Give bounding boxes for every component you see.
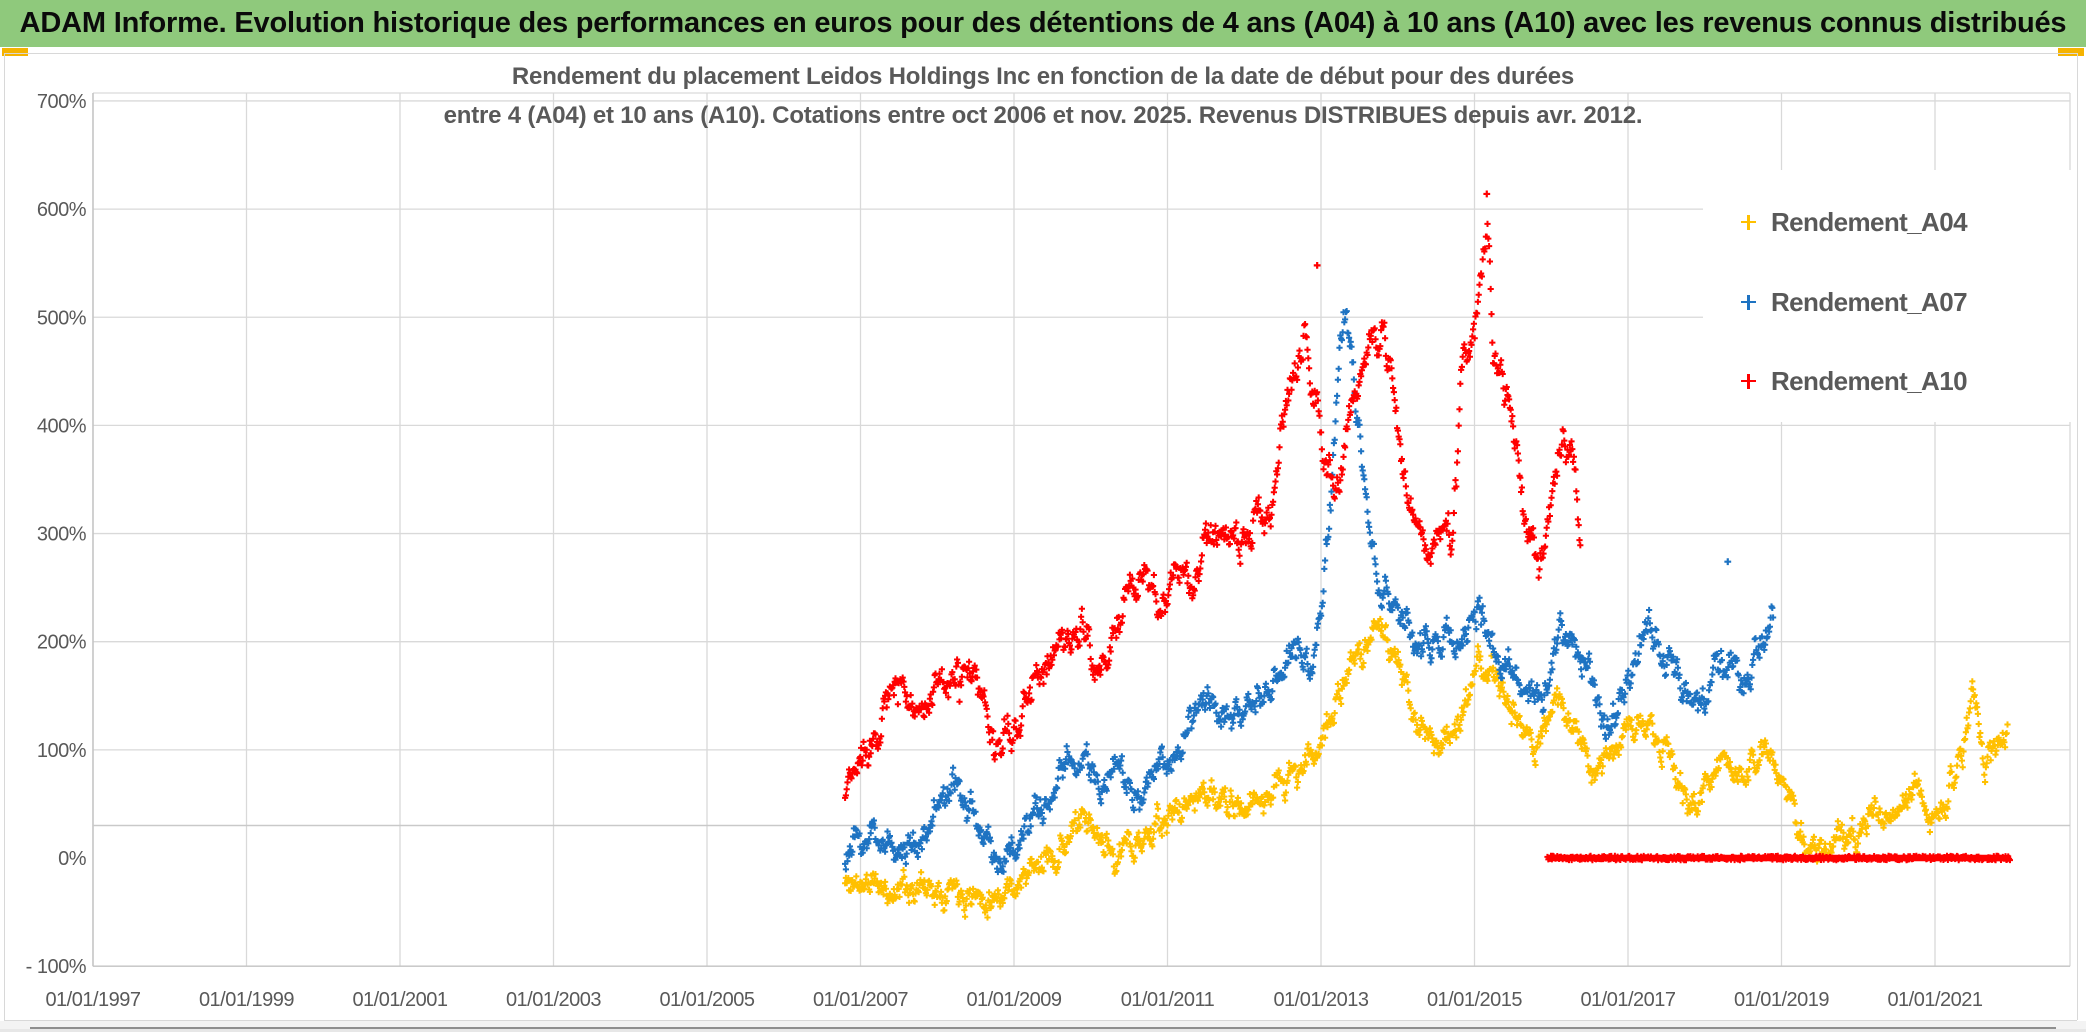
legend: Rendement_A04 Rendement_A07 Rendement_A1…: [1703, 170, 2071, 422]
plus-marker-icon: [1741, 373, 1756, 389]
frame-left-line: [4, 53, 5, 1020]
y-tick-label: - 100%: [26, 956, 87, 978]
x-tick-label: 01/01/2017: [1580, 989, 1675, 1011]
a10-flat-zero-markers: [1544, 852, 2013, 864]
x-tick-label: 01/01/2009: [966, 989, 1061, 1011]
x-tick-label: 01/01/2001: [352, 989, 447, 1011]
y-tick-label: 200%: [37, 632, 87, 654]
page-title-bar: ADAM Informe. Evolution historique des p…: [0, 0, 2086, 47]
outlier-point: [1724, 558, 1732, 566]
legend-entry-a04: Rendement_A04: [1741, 202, 1968, 242]
outlier-point: [1483, 190, 1491, 198]
x-tick-label: 01/01/1997: [45, 989, 140, 1011]
series-Rendement_A04: [842, 615, 2011, 921]
corner-accent-top-right: [2058, 48, 2084, 56]
y-tick-label: 700%: [37, 91, 87, 113]
x-tick-label: 01/01/2015: [1427, 989, 1522, 1011]
x-tick-label: 01/01/2021: [1887, 989, 1982, 1011]
y-tick-label: 500%: [37, 307, 87, 329]
y-tick-label: 600%: [37, 199, 87, 221]
x-tick-label: 01/01/2013: [1273, 989, 1368, 1011]
series-Rendement_A07: [842, 308, 1777, 876]
x-tick-label: 01/01/2003: [506, 989, 601, 1011]
x-tick-label: 01/01/2005: [659, 989, 754, 1011]
series-Rendement_A10: [842, 220, 1584, 801]
y-tick-label: 300%: [37, 524, 87, 546]
legend-entry-a10: Rendement_A10: [1741, 361, 1968, 401]
page-title: ADAM Informe. Evolution historique des p…: [19, 7, 2067, 39]
y-tick-label: 400%: [37, 415, 87, 437]
bottom-strip-line: [30, 1027, 2056, 1029]
corner-accent-top-left: [2, 48, 28, 56]
bottom-strip: [0, 1021, 2086, 1032]
chart-title-line1: Rendement du placement Leidos Holdings I…: [511, 63, 1575, 90]
y-tick-label: 0%: [58, 848, 87, 870]
legend-label-a10: Rendement_A10: [1771, 365, 1968, 396]
bottom-strip-base: [0, 1029, 2086, 1032]
y-tick-label: 100%: [37, 740, 87, 762]
legend-label-a04: Rendement_A04: [1771, 206, 1968, 237]
legend-entry-a07: Rendement_A07: [1741, 282, 1968, 322]
legend-label-a07: Rendement_A07: [1771, 286, 1968, 317]
plus-marker-icon: [1741, 294, 1756, 310]
plus-marker-icon: [1741, 214, 1756, 230]
x-tick-label: 01/01/2019: [1734, 989, 1829, 1011]
outlier-point: [1313, 261, 1321, 269]
chart-title: Rendement du placement Leidos Holdings I…: [0, 57, 2086, 135]
x-tick-label: 01/01/2007: [813, 989, 908, 1011]
frame-top-line: [4, 53, 2077, 54]
x-tick-label: 01/01/2011: [1121, 989, 1215, 1011]
frame-bottom-line: [4, 1020, 2077, 1021]
chart-title-line2: entre 4 (A04) et 10 ans (A10). Cotations…: [443, 102, 1643, 129]
x-tick-label: 01/01/1999: [199, 989, 294, 1011]
frame-right-line: [2077, 53, 2078, 1020]
